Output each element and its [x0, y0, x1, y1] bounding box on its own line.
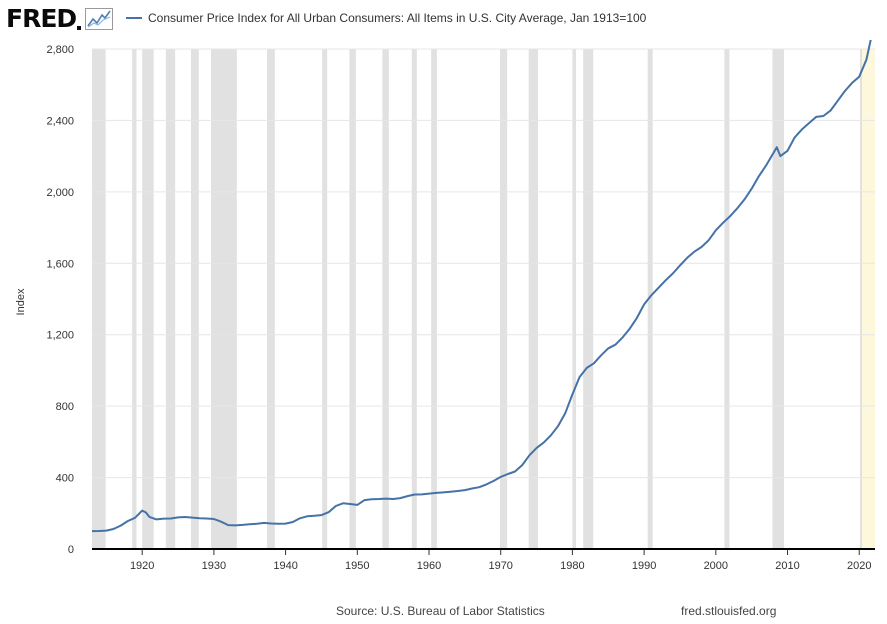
- fred-logo[interactable]: FRED: [6, 4, 114, 34]
- cpi-line-chart: 0 400 800 1,200 1,600 2,000 2,400 2,800 1920 193…: [15, 40, 875, 572]
- y-tick-label: 1,600: [46, 258, 74, 270]
- x-tick-label: 1960: [417, 560, 441, 572]
- legend-series-label: Consumer Price Index for All Urban Consu…: [148, 11, 647, 25]
- y-axis-title: Index: [15, 288, 27, 315]
- logo-dot: [77, 26, 82, 30]
- recession-band-13: [499, 49, 508, 549]
- x-tick-label: 1970: [488, 560, 512, 572]
- footer-url[interactable]: fred.stlouisfed.org: [681, 604, 777, 618]
- chart-header: FRED Consumer Price Index for All Urban …: [0, 0, 887, 40]
- logo-text: FRED: [6, 4, 77, 33]
- series-lines: [91, 40, 875, 550]
- recession-band-20: [859, 49, 863, 549]
- recession-band-17: [647, 49, 653, 549]
- x-tick-label: 2000: [704, 560, 728, 572]
- recession-band-12: [431, 49, 437, 549]
- x-tick-label: 1940: [273, 560, 297, 572]
- x-tick-labels: 1920 1930 1940 1950 1960 1970 1980 1990 2000 2010…: [130, 549, 871, 572]
- recession-band-14: [528, 49, 538, 549]
- line-chart-icon: [85, 8, 114, 30]
- y-tick-label: 800: [56, 401, 74, 413]
- y-tick-label: 0: [68, 544, 74, 556]
- recession-band-10: [382, 49, 389, 549]
- chart-legend: Consumer Price Index for All Urban Consu…: [126, 11, 646, 25]
- recession-band-3: [142, 49, 154, 549]
- recession-band-11: [411, 49, 417, 549]
- recession-band-19: [772, 49, 784, 549]
- y-tick-label: 1,200: [46, 330, 74, 342]
- recession-band-5: [190, 49, 199, 549]
- y-tick-label: 400: [56, 473, 74, 485]
- recession-bands: [92, 49, 875, 549]
- y-tick-label: 2,400: [46, 115, 74, 127]
- x-tick-label: 1920: [130, 560, 154, 572]
- recession-band-4: [165, 49, 176, 549]
- x-tick-label: 1990: [632, 560, 656, 572]
- y-tick-label: 2,000: [46, 187, 74, 199]
- recession-band-18: [724, 49, 730, 549]
- x-tick-label: 1950: [345, 560, 369, 572]
- recession-band-8: [322, 49, 328, 549]
- x-tick-label: 1980: [560, 560, 584, 572]
- y-tick-label: 2,800: [46, 44, 74, 56]
- recession-band-16: [583, 49, 594, 549]
- x-tick-label: 2020: [847, 560, 871, 572]
- footer-source: Source: U.S. Bureau of Labor Statistics: [336, 604, 545, 618]
- recession-band-6: [211, 49, 237, 549]
- recession-band-15: [572, 49, 576, 549]
- series-line-1[interactable]: [91, 40, 874, 533]
- legend-swatch: [126, 17, 142, 19]
- recession-band-7: [266, 49, 275, 549]
- x-tick-label: 2010: [775, 560, 799, 572]
- y-gridlines: [92, 48, 875, 479]
- y-tick-labels: 0 400 800 1,200 1,600 2,000 2,400 2,800: [46, 44, 74, 556]
- latest-period-highlight: [862, 49, 875, 549]
- x-tick-label: 1930: [202, 560, 226, 572]
- recession-band-2: [132, 49, 137, 549]
- recession-band-1: [92, 49, 106, 549]
- recession-band-9: [349, 49, 356, 549]
